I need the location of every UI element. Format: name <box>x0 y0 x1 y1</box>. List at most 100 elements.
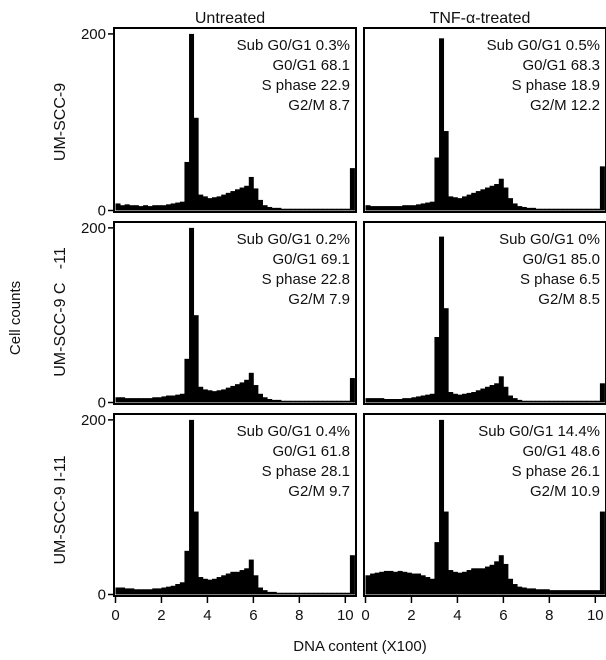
panel-row2-tnf-bin <box>448 392 454 403</box>
panel-row3-untreated-bin <box>152 588 158 595</box>
panel-row3-tnf-bin <box>457 572 463 595</box>
panel-row3-untreated-bin <box>235 571 240 595</box>
panel-row3-tnf-bin <box>485 566 490 595</box>
panel-row2-untreated-bin <box>193 315 199 403</box>
panel-row2-tnf: Sub G0/G1 0% G0/G1 85.0 S phase 6.5 G2/M 8.… <box>363 221 606 405</box>
panel-row2-tnf-bin <box>370 398 376 403</box>
column-title-untreated: Untreated <box>195 10 265 27</box>
panel-row1-untreated-bin <box>336 208 342 211</box>
panel-row2-tnf-bin <box>498 376 504 403</box>
panel-row3-tnf-bin <box>544 589 550 595</box>
panel-row3-untreated-bin <box>267 591 273 595</box>
panel-row3-untreated-bin <box>340 592 346 595</box>
panel-row1-untreated-bin <box>184 161 190 211</box>
panel-row2-tnf-bin <box>393 399 399 403</box>
panel-row1-tnf-annotation: Sub G0/G1 0.5% <box>487 37 600 54</box>
panel-row3-untreated-bin <box>170 585 176 595</box>
panel-row3-untreated-bin <box>248 559 254 595</box>
panel-row2-untreated-bin <box>326 400 332 403</box>
panel-row1-untreated-bin <box>349 168 355 211</box>
panel-row3-tnf-bin <box>563 590 569 595</box>
panel-row3-untreated-bin <box>262 590 268 595</box>
panel-row2-untreated-bin <box>207 390 213 403</box>
panel-row3-untreated-bin <box>244 568 250 595</box>
panel-row2-tnf-bin <box>480 388 486 403</box>
panel-row1-tnf-bin <box>439 38 445 211</box>
panel-row1-untreated-bin <box>345 208 351 211</box>
panel-row3-tnf-bin <box>558 590 564 595</box>
panel-row3-untreated: Sub G0/G1 0.4% G0/G1 61.8 S phase 28.1 G2/M… <box>81 412 357 624</box>
panel-row1-tnf-bin <box>420 203 426 211</box>
panel-row2-tnf-bin <box>489 385 495 403</box>
panel-row2-tnf-bin <box>494 383 500 403</box>
panel-row2-tnf-bin <box>526 400 532 403</box>
panel-row3-untreated-y-tick-label: 0 <box>98 587 106 604</box>
panel-row1-tnf-bin <box>576 208 582 211</box>
panel-row2-untreated-bin <box>340 400 346 403</box>
x-axis-label: DNA content (X100) <box>293 638 426 655</box>
panel-row3-untreated-bin <box>193 511 199 595</box>
panel-row3-untreated-bin <box>179 582 185 595</box>
panel-row3-untreated-bin <box>147 589 153 595</box>
panel-row2-untreated-bin <box>345 400 351 403</box>
panel-row2-tnf-annotation: S phase 6.5 <box>520 271 600 288</box>
panel-row2-tnf-bin <box>466 392 472 403</box>
panel-row3-tnf-bin <box>526 588 532 595</box>
panel-row1-tnf-bin <box>507 198 513 211</box>
panel-row3-tnf-bin <box>521 587 527 595</box>
panel-row2-untreated-bin <box>322 400 328 403</box>
panel-row1-untreated-bin <box>331 208 337 211</box>
panel-row3-tnf-annotation: Sub G0/G1 14.4% <box>478 423 600 440</box>
panel-row1-tnf-bin <box>498 178 504 211</box>
panel-row1-untreated-bin <box>317 208 323 211</box>
panel-row2-untreated-y-tick-label: 200 <box>81 220 106 237</box>
panel-row1-untreated-annotation: Sub G0/G1 0.3% <box>237 37 350 54</box>
panel-row1-untreated: Sub G0/G1 0.3% G0/G1 68.1 S phase 22.9 G2/M… <box>81 26 357 220</box>
panel-row1-untreated-bin <box>326 208 332 211</box>
panel-row2-untreated-bin <box>189 227 195 403</box>
panel-row1-untreated-bin <box>313 208 319 211</box>
panel-row2-tnf-annotation: G0/G1 85.0 <box>522 251 600 268</box>
panel-row3-tnf-bin <box>540 589 546 595</box>
panel-row1-untreated-bin <box>248 176 254 211</box>
panel-row3-tnf-bin <box>434 542 440 595</box>
panel-row3-tnf-bin <box>530 588 536 595</box>
panel-row3-untreated-y-tick-label: 200 <box>81 412 106 429</box>
panel-row3-tnf-bin <box>471 568 477 595</box>
panel-row3-untreated-bin <box>276 592 282 595</box>
panel-row2-untreated-bin <box>244 379 250 403</box>
panel-row1-untreated-bin <box>308 208 314 211</box>
panel-row2-tnf-bin <box>572 400 578 403</box>
panel-row1-tnf-bin <box>379 206 385 211</box>
panel-row1-untreated-bin <box>170 203 176 211</box>
panel-row2-untreated-bin <box>308 400 314 403</box>
panel-row2-untreated-bin <box>124 398 130 403</box>
panel-row1-untreated-bin <box>225 192 231 211</box>
panel-row3-untreated-bin <box>225 573 231 595</box>
panel-row1-tnf-bin <box>452 197 458 211</box>
panel-row1-untreated-bin <box>299 208 305 211</box>
panel-row3-tnf-x-tick-label: 8 <box>545 607 553 624</box>
panel-row2-tnf-bin <box>397 399 403 403</box>
panel-row2-untreated-bin <box>179 393 185 403</box>
panel-row3-tnf-bin <box>549 590 555 595</box>
panel-row2-untreated-bin <box>290 400 296 403</box>
panel-row2-untreated-bin <box>239 382 245 403</box>
y-axis-label: Cell counts <box>7 281 24 355</box>
panel-row1-tnf-bin <box>535 208 541 211</box>
panel-row3-tnf-bin <box>388 570 394 595</box>
panel-row3-untreated-bin <box>336 592 342 595</box>
panel-row3-tnf-bin <box>397 570 403 595</box>
panel-row3-untreated-annotation: G2/M 9.7 <box>288 483 350 500</box>
panel-row1-tnf-bin <box>503 187 509 211</box>
panel-row1-tnf-bin <box>429 201 435 211</box>
panel-row1-tnf-bin <box>599 166 605 211</box>
panel-row3-tnf-bin <box>425 577 431 595</box>
panel-row2-tnf-bin <box>549 400 555 403</box>
panel-row2-untreated-annotation: Sub G0/G1 0.2% <box>237 231 350 248</box>
panel-row1-untreated-bin <box>202 196 208 211</box>
panel-row3-untreated-bin <box>317 592 323 595</box>
panel-row2-tnf-bin <box>425 394 431 403</box>
panel-row3-tnf-bin <box>439 419 445 595</box>
panel-row1-tnf-bin <box>563 208 569 211</box>
